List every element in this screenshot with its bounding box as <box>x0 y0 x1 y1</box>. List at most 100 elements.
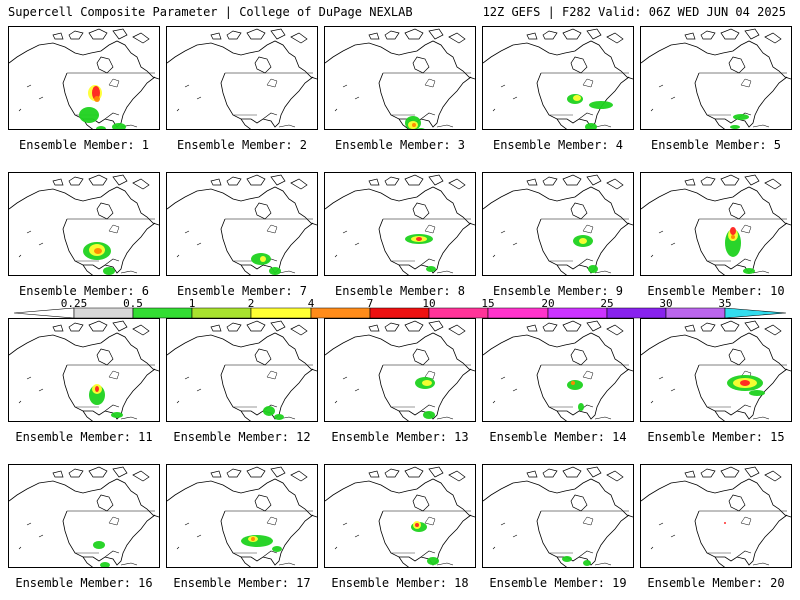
north-america-map <box>483 466 633 567</box>
scp-contour <box>730 227 736 235</box>
scp-contour <box>579 238 587 244</box>
map-panel-member-17 <box>166 464 318 568</box>
colorbar-tick-label: 1 <box>188 297 196 310</box>
map-panel-member-14 <box>482 318 634 422</box>
member-caption: Ensemble Member: 18 <box>331 576 469 590</box>
colorbar-segment <box>724 307 787 319</box>
colorbar-tick-label: 10 <box>422 297 436 310</box>
map-panel-member-18 <box>324 464 476 568</box>
colorbar-segment <box>606 307 667 319</box>
map-panel-member-10 <box>640 172 792 276</box>
member-caption: Ensemble Member: 4 <box>492 138 624 152</box>
map-panel-member-4 <box>482 26 634 130</box>
scp-contour <box>94 248 102 254</box>
map-panel-member-11 <box>8 318 160 422</box>
colorbar-tick-label: 2 <box>247 297 255 310</box>
north-america-map <box>9 28 159 129</box>
north-america-map <box>9 466 159 567</box>
member-caption: Ensemble Member: 8 <box>334 284 466 298</box>
map-panel-member-13 <box>324 318 476 422</box>
valid-time-label: 12Z GEFS | F282 Valid: 06Z WED JUN 04 20… <box>482 5 786 19</box>
member-caption: Ensemble Member: 14 <box>489 430 627 444</box>
map-panel-member-9 <box>482 172 634 276</box>
north-america-map <box>641 174 791 275</box>
map-panel-member-3 <box>324 26 476 130</box>
map-panel-member-8 <box>324 172 476 276</box>
member-caption: Ensemble Member: 12 <box>173 430 311 444</box>
north-america-map <box>167 466 317 567</box>
map-panel-member-15 <box>640 318 792 422</box>
member-caption: Ensemble Member: 11 <box>15 430 153 444</box>
map-panel-member-7 <box>166 172 318 276</box>
colorbar-tick-label: 20 <box>541 297 555 310</box>
scp-contour <box>274 414 284 420</box>
north-america-map <box>325 466 475 567</box>
scp-contour <box>423 411 435 419</box>
scp-contour <box>733 114 749 120</box>
scp-contour <box>272 546 282 552</box>
map-panel-member-2 <box>166 26 318 130</box>
scp-contour <box>578 403 584 411</box>
colorbar-segment <box>665 307 726 319</box>
map-panel-member-16 <box>8 464 160 568</box>
scp-contour <box>743 268 755 274</box>
map-title: Supercell Composite Parameter | College … <box>8 5 413 19</box>
north-america-map <box>325 28 475 129</box>
scp-contour <box>95 386 99 392</box>
colorbar-tick-label: 15 <box>481 297 495 310</box>
scp-contour <box>269 267 281 275</box>
scp-contour <box>583 560 591 566</box>
scp-contour <box>427 557 439 565</box>
member-caption: Ensemble Member: 6 <box>18 284 150 298</box>
member-caption: Ensemble Member: 5 <box>650 138 782 152</box>
north-america-map <box>9 174 159 275</box>
scp-contour <box>573 95 581 101</box>
colorbar-segment <box>487 307 549 319</box>
scp-contour <box>571 381 575 385</box>
member-caption: Ensemble Member: 9 <box>492 284 624 298</box>
scp-contour <box>93 541 105 549</box>
scp-contour <box>94 96 100 102</box>
map-panel-member-12 <box>166 318 318 422</box>
colorbar-tick-label: 0.25 <box>60 297 88 310</box>
member-caption: Ensemble Member: 19 <box>489 576 627 590</box>
north-america-map <box>167 320 317 421</box>
map-panel-member-5 <box>640 26 792 130</box>
colorbar-segment <box>547 307 608 319</box>
colorbar-segment <box>369 307 430 319</box>
member-caption: Ensemble Member: 16 <box>15 576 153 590</box>
scp-contour <box>562 556 572 562</box>
scp-contour <box>79 107 99 123</box>
scp-contour <box>588 265 598 273</box>
colorbar-tick-label: 0.5 <box>123 297 143 310</box>
north-america-map <box>325 320 475 421</box>
colorbar-tick-label: 7 <box>366 297 374 310</box>
member-caption: Ensemble Member: 2 <box>176 138 308 152</box>
scp-contour <box>567 380 583 390</box>
north-america-map <box>641 466 791 567</box>
member-caption: Ensemble Member: 1 <box>18 138 150 152</box>
scp-contour <box>251 537 255 541</box>
map-panel-member-19 <box>482 464 634 568</box>
scp-contour <box>730 125 740 129</box>
member-caption: Ensemble Member: 13 <box>331 430 469 444</box>
scp-contour <box>96 126 106 129</box>
member-caption: Ensemble Member: 10 <box>647 284 785 298</box>
member-caption: Ensemble Member: 7 <box>176 284 308 298</box>
map-panel-member-6 <box>8 172 160 276</box>
scp-contour <box>260 256 266 262</box>
scp-contour <box>585 123 597 129</box>
scp-contour <box>415 523 419 527</box>
scp-contour <box>417 128 425 129</box>
north-america-map <box>325 174 475 275</box>
scp-contour <box>422 380 432 386</box>
scp-contour <box>749 390 765 396</box>
scp-contour <box>416 237 422 241</box>
scp-contour <box>111 412 123 418</box>
scp-contour <box>263 406 275 416</box>
north-america-map <box>483 28 633 129</box>
scp-contour <box>412 123 416 127</box>
colorbar <box>13 307 787 319</box>
north-america-map <box>641 320 791 421</box>
scp-contour <box>724 522 726 524</box>
